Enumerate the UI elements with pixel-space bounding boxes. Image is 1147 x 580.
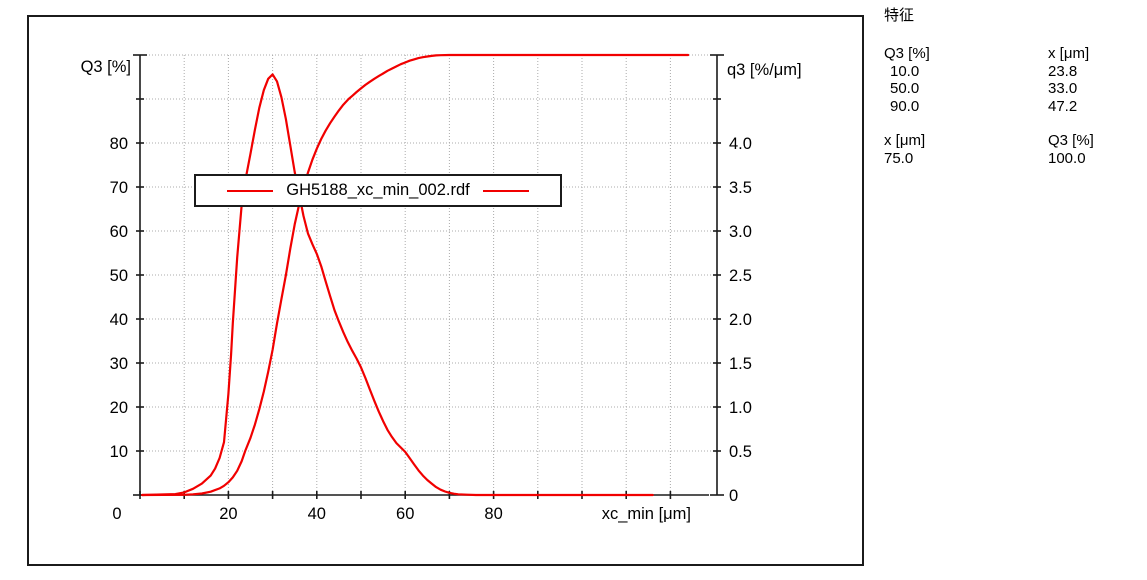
col-header-q3: Q3 [%] [1048, 132, 1094, 149]
table-row: 90.0 47.2 [884, 98, 1134, 116]
tick-label: 4.0 [729, 135, 752, 153]
tick-label: 30 [110, 355, 128, 373]
right-axis: 0 0.5 1.0 1.5 2.0 2.5 3.0 3.5 4.0 [710, 54, 752, 505]
tick-label: 40 [308, 505, 326, 523]
col-header-x: x [μm] [1048, 45, 1090, 62]
tick-label: 0 [112, 505, 121, 523]
legend-box: GH5188_xc_min_002.rdf [194, 174, 562, 207]
x-value: 75.0 [884, 149, 914, 167]
table-row: 50.0 33.0 [884, 80, 1134, 98]
tick-label: 3.5 [729, 179, 752, 197]
legend-line-sample-right [482, 189, 529, 192]
characteristics-header-row: x [μm] Q3 [%] [884, 132, 1134, 150]
x-value: 23.8 [1048, 62, 1078, 80]
series-q3_density [141, 73, 654, 497]
tick-label: 20 [110, 399, 128, 417]
tick-label: 3.0 [729, 223, 752, 241]
col-header-x: x [μm] [884, 132, 926, 149]
q3-value: 10.0 [890, 62, 920, 80]
left-axis: 10 20 30 40 50 60 70 80 [110, 54, 147, 496]
q3-value: 100.0 [1048, 149, 1086, 167]
tick-label: 1.0 [729, 399, 752, 417]
tick-label: xc_min [μm] [602, 505, 691, 523]
tick-label: 0.5 [729, 443, 752, 461]
distribution-chart: 10 20 30 40 50 60 70 80 0 0.5 1.0 1.5 2.0 2.5 3.0 3.5 4.… [110, 53, 752, 523]
characteristics-title: 特征 [884, 7, 915, 24]
tick-label: 60 [110, 223, 128, 241]
table-row: 10.0 23.8 [884, 63, 1134, 81]
curve-q3_density [141, 73, 654, 497]
tick-label: 60 [396, 505, 414, 523]
col-header-q3: Q3 [%] [884, 45, 930, 62]
tick-label: 50 [110, 267, 128, 285]
tick-label: 80 [484, 505, 502, 523]
tick-label: 70 [110, 179, 128, 197]
left-axis-title: Q3 [%] [80, 58, 131, 76]
tick-label: 2.0 [729, 311, 752, 329]
series-Q3_cumulative [141, 53, 690, 497]
q3-value: 90.0 [890, 97, 920, 115]
tick-label: 40 [110, 311, 128, 329]
tick-label: 2.5 [729, 267, 752, 285]
right-axis-title: q3 [%/μm] [727, 61, 802, 79]
legend-series-label: GH5188_xc_min_002.rdf [286, 181, 470, 199]
tick-label: 20 [219, 505, 237, 523]
tick-label: 0 [729, 487, 738, 505]
chart-frame: 10 20 30 40 50 60 70 80 0 0.5 1.0 1.5 2.0 2.5 3.0 3.5 4.… [27, 15, 864, 566]
gridlines [140, 54, 717, 495]
tick-label: 10 [110, 443, 128, 461]
tick-label: 1.5 [729, 355, 752, 373]
tick-label: 80 [110, 135, 128, 153]
q3-value: 50.0 [890, 80, 920, 97]
table-row: 75.0 100.0 [884, 150, 1134, 168]
characteristics-block2: x [μm] Q3 [%] 75.0 100.0 [884, 132, 1134, 167]
characteristics-header-row: Q3 [%] x [μm] [884, 45, 1134, 63]
x-value: 47.2 [1048, 97, 1078, 115]
x-value: 33.0 [1048, 80, 1078, 97]
characteristics-panel: 特征 Q3 [%] x [μm] 10.0 23.8 50.0 33.0 90.… [884, 6, 1134, 167]
curve-Q3_cumulative [141, 53, 690, 497]
legend-line-sample-left [227, 189, 274, 192]
